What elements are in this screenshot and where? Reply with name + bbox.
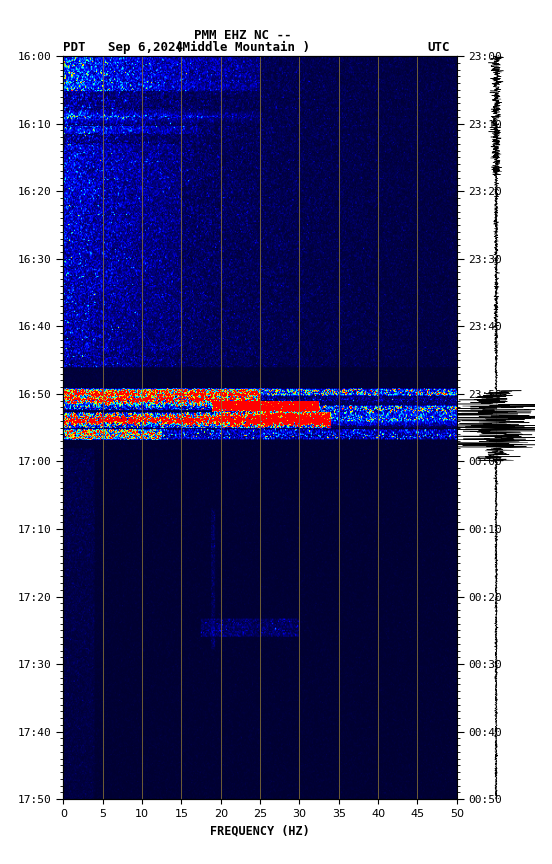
Text: (Middle Mountain ): (Middle Mountain ) <box>176 41 310 54</box>
Text: PDT: PDT <box>63 41 86 54</box>
Text: UTC: UTC <box>428 41 450 54</box>
X-axis label: FREQUENCY (HZ): FREQUENCY (HZ) <box>210 824 310 837</box>
Text: PMM EHZ NC --: PMM EHZ NC -- <box>194 29 291 41</box>
Text: Sep 6,2024: Sep 6,2024 <box>108 41 183 54</box>
